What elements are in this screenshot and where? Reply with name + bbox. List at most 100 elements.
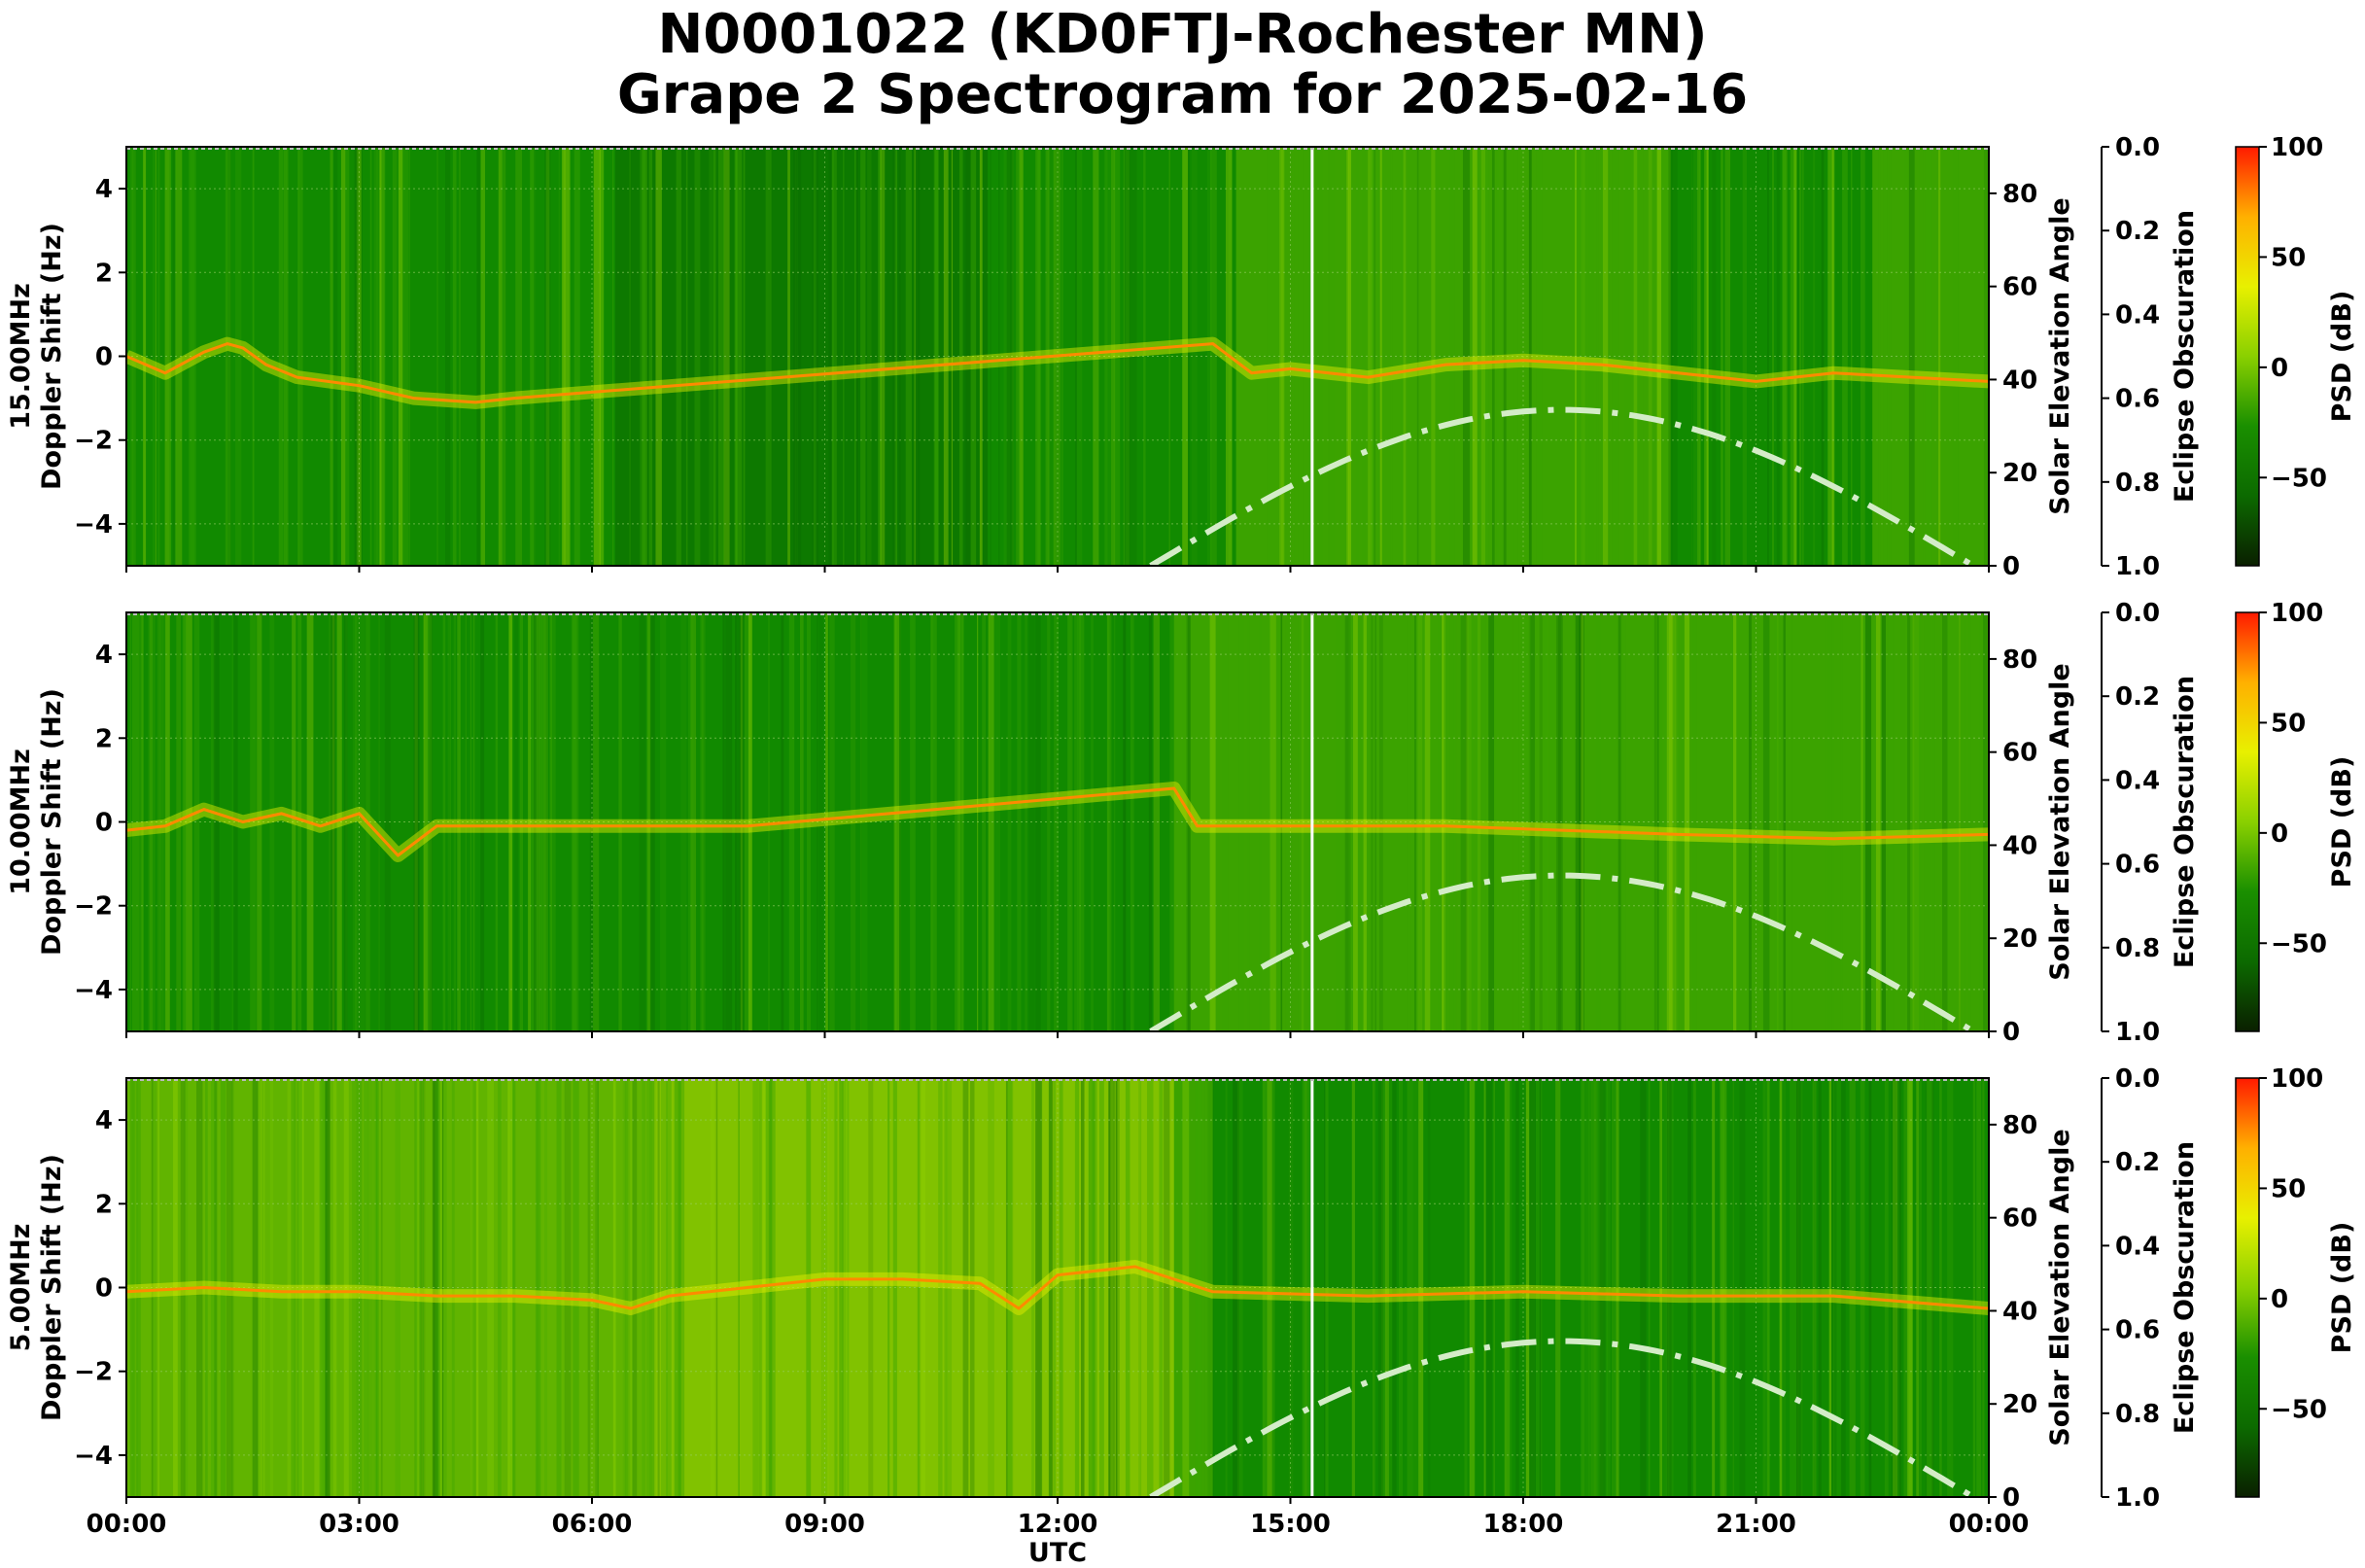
noise-streak xyxy=(1449,147,1455,566)
noise-streak xyxy=(574,147,580,566)
noise-streak xyxy=(593,612,600,1031)
noise-streak xyxy=(951,147,954,566)
noise-streak xyxy=(1776,147,1780,566)
noise-streak xyxy=(1317,147,1323,566)
noise-streak xyxy=(1368,147,1374,566)
noise-streak xyxy=(1449,612,1454,1031)
noise-streak xyxy=(541,612,546,1031)
noise-streak xyxy=(1655,612,1663,1031)
noise-streak xyxy=(833,147,837,566)
noise-streak xyxy=(629,147,631,566)
noise-streak xyxy=(186,612,192,1031)
noise-streak xyxy=(1298,147,1304,566)
noise-streak xyxy=(741,612,744,1031)
noise-streak xyxy=(1932,612,1935,1031)
noise-streak xyxy=(357,1078,360,1497)
noise-streak xyxy=(1325,1078,1329,1497)
noise-streak xyxy=(1633,147,1638,566)
cbar-tick-label: 50 xyxy=(2271,1174,2306,1203)
noise-streak xyxy=(530,147,534,566)
panel-plot-area xyxy=(126,1078,1989,1497)
noise-streak xyxy=(1115,1078,1118,1497)
noise-streak xyxy=(1089,1078,1096,1497)
noise-streak xyxy=(375,1078,378,1497)
noise-streak xyxy=(1187,147,1190,566)
noise-streak xyxy=(1504,1078,1508,1497)
noise-streak xyxy=(452,147,457,566)
noise-streak xyxy=(1599,1078,1606,1497)
noise-streak xyxy=(659,147,662,566)
noise-streak xyxy=(1372,1078,1375,1497)
noise-streak xyxy=(356,1078,360,1497)
noise-streak xyxy=(157,1078,160,1497)
noise-streak xyxy=(957,612,961,1031)
noise-streak xyxy=(1881,612,1887,1031)
noise-streak xyxy=(358,612,365,1031)
noise-streak xyxy=(269,612,275,1031)
noise-streak xyxy=(624,1078,629,1497)
noise-streak xyxy=(344,147,350,566)
noise-streak xyxy=(131,612,139,1031)
noise-streak xyxy=(1893,612,1895,1031)
noise-streak xyxy=(1483,1078,1486,1497)
y-axis-label: Doppler Shift (Hz) xyxy=(37,1154,67,1421)
noise-streak xyxy=(470,612,472,1031)
noise-streak xyxy=(375,147,382,566)
noise-streak xyxy=(690,612,697,1031)
noise-streak xyxy=(419,1078,426,1497)
noise-streak xyxy=(1666,1078,1672,1497)
noise-streak xyxy=(1818,1078,1822,1497)
noise-streak xyxy=(284,147,289,566)
noise-streak xyxy=(1280,612,1283,1031)
noise-streak xyxy=(1612,147,1619,566)
noise-streak xyxy=(1031,1078,1035,1497)
noise-streak xyxy=(544,612,548,1031)
noise-streak xyxy=(414,1078,417,1497)
noise-streak xyxy=(1420,612,1426,1031)
noise-streak xyxy=(252,1078,259,1497)
noise-streak xyxy=(443,1078,447,1497)
y-axis-label: Doppler Shift (Hz) xyxy=(37,223,67,490)
noise-streak xyxy=(564,1078,572,1497)
y2-tick-label: 20 xyxy=(2002,459,2037,488)
chart-title-line2: Grape 2 Spectrogram for 2025-02-16 xyxy=(616,63,1749,126)
noise-streak xyxy=(1130,612,1134,1031)
noise-streak xyxy=(1779,1078,1787,1497)
cbar-tick-label: 0 xyxy=(2271,354,2288,383)
noise-streak xyxy=(1017,612,1022,1031)
noise-streak xyxy=(165,612,170,1031)
panel-plot-area xyxy=(126,612,1989,1031)
y3-tick-label: 0.2 xyxy=(2115,1148,2160,1177)
noise-streak xyxy=(853,147,856,566)
noise-streak xyxy=(512,1078,515,1497)
noise-streak xyxy=(998,147,1000,566)
noise-streak xyxy=(700,612,706,1031)
noise-streak xyxy=(914,147,918,566)
noise-streak xyxy=(536,612,542,1031)
noise-streak xyxy=(153,612,156,1031)
noise-streak xyxy=(1381,1078,1388,1497)
noise-streak xyxy=(1596,147,1599,566)
y-tick-label: 2 xyxy=(95,724,113,753)
noise-streak xyxy=(958,147,963,566)
noise-streak xyxy=(1301,612,1304,1031)
noise-streak xyxy=(1624,147,1630,566)
y2-axis-label: Solar Elevation Angle xyxy=(2045,663,2075,980)
y3-tick-label: 0.2 xyxy=(2115,682,2160,712)
noise-streak xyxy=(1712,147,1717,566)
noise-streak xyxy=(1620,612,1626,1031)
noise-streak xyxy=(1733,612,1737,1031)
noise-streak xyxy=(1581,147,1584,566)
noise-streak xyxy=(1402,147,1406,566)
colorbar-frame xyxy=(2235,611,2260,1032)
noise-streak xyxy=(769,1078,776,1497)
noise-streak xyxy=(675,1078,681,1497)
noise-streak xyxy=(233,612,238,1031)
noise-streak xyxy=(1372,147,1375,566)
noise-streak xyxy=(278,147,284,566)
noise-streak xyxy=(1387,1078,1393,1497)
noise-streak xyxy=(1828,1078,1832,1497)
y2-tick-label: 0 xyxy=(2002,552,2020,581)
noise-streak xyxy=(137,612,144,1031)
noise-streak xyxy=(536,612,540,1031)
